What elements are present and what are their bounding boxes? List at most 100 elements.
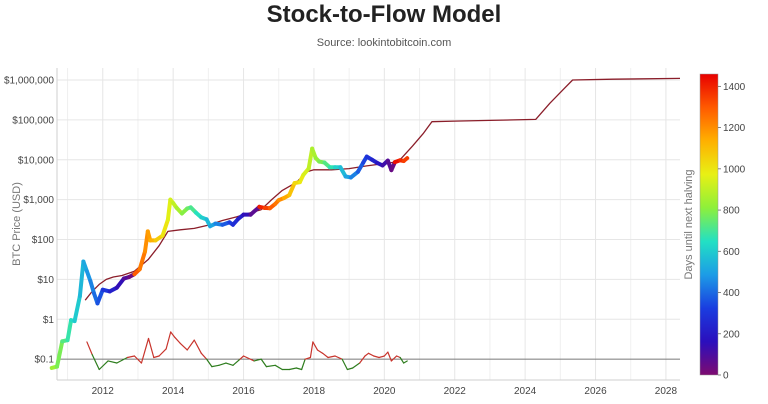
ratio-line-segment xyxy=(153,355,160,359)
ratio-line-segment xyxy=(200,352,208,360)
model-line xyxy=(84,77,681,301)
ratio-line-segment xyxy=(352,362,361,369)
price-line-segment xyxy=(95,287,105,306)
colorbar: 0 200 400 600 800 1000 1200 1400 Days until next… xyxy=(683,73,746,382)
y-tick-label: $1,000 xyxy=(23,195,54,206)
x-tick-label: 2014 xyxy=(162,386,185,397)
colorbar-tick-label: 1200 xyxy=(723,123,746,134)
colorbar-tick-label: 400 xyxy=(723,288,740,299)
colorbar-tick-label: 0 xyxy=(723,371,729,382)
ratio-line-segment xyxy=(98,360,109,371)
x-tick-label: 2026 xyxy=(584,386,607,397)
colorbar-tick-label: 200 xyxy=(723,329,740,340)
y-tick-label: $100,000 xyxy=(12,115,54,126)
ratio-line-segment xyxy=(399,356,405,364)
colorbar-title: Days until next halving xyxy=(683,169,695,279)
ratio-line-segment xyxy=(274,364,283,371)
ratio-line-segment xyxy=(309,341,314,359)
grid xyxy=(57,68,680,380)
ratio-line-segment xyxy=(346,367,354,371)
price-line-segment xyxy=(165,197,173,222)
ratio-line-segment xyxy=(378,355,385,359)
y-tick-label: $10 xyxy=(37,275,54,286)
ratio-line-segment xyxy=(232,358,241,366)
x-tick-label: 2022 xyxy=(444,386,467,397)
ratio-line-segment xyxy=(211,364,220,368)
ratio-line-segment xyxy=(316,349,324,354)
price-line-segment xyxy=(401,156,410,164)
x-tick-label: 2012 xyxy=(92,386,115,397)
ratio-line-segment xyxy=(288,367,297,371)
y-tick-label: $10,000 xyxy=(18,155,55,166)
ratio-line-segment xyxy=(225,362,234,366)
ratio-line-segment xyxy=(341,358,348,371)
ratio-line-segment xyxy=(174,336,181,344)
ratio-line-segment xyxy=(367,352,375,357)
ratio-line-segment xyxy=(373,355,380,359)
ratio-line-segment xyxy=(260,358,268,368)
ratio-line-segment xyxy=(186,339,195,351)
ratio-line-segment xyxy=(301,358,306,371)
ratio-line-segment xyxy=(304,356,312,360)
ratio-line-segment xyxy=(403,360,408,364)
price-line-segment xyxy=(287,181,297,198)
price-line-segment xyxy=(160,217,170,238)
price-line-segment xyxy=(72,294,82,324)
ratio-line-segment xyxy=(170,331,176,339)
price-line-segment xyxy=(65,318,74,343)
price-line-segment xyxy=(88,279,96,296)
ratio-line-segment xyxy=(242,355,255,362)
ratio-line-segment xyxy=(179,342,188,351)
colorbar-tick-label: 800 xyxy=(723,206,740,217)
ratio-line-segment xyxy=(218,362,227,366)
ratio-line-segment xyxy=(133,355,143,364)
x-tick-label: 2020 xyxy=(373,386,396,397)
ratio-line-segment xyxy=(165,331,172,350)
ratio-line-segment xyxy=(86,341,93,356)
x-tick-label: 2028 xyxy=(655,386,678,397)
ratio-line-segment xyxy=(383,351,389,357)
y-tick-label: $100 xyxy=(32,235,55,246)
x-tick-label: 2016 xyxy=(232,386,255,397)
price-line-segment xyxy=(137,249,147,272)
colorbar-tick-label: 1400 xyxy=(723,82,746,93)
chart-subtitle: Source: lookintobitcoin.com xyxy=(316,37,452,49)
ratio-line-segment xyxy=(239,355,245,360)
y-axis-title: BTC Price (USD) xyxy=(11,182,23,266)
ratio-line-segment xyxy=(390,355,398,362)
ratio-line-segment xyxy=(312,341,319,351)
ratio-line-segment xyxy=(147,337,155,359)
plot-area xyxy=(49,77,681,371)
axes: 2012 2014 2016 2018 2020 2022 2024 2026 2028 $0.1… xyxy=(4,68,680,397)
ratio-line-segment xyxy=(327,355,336,359)
x-tick-label: 2024 xyxy=(514,386,537,397)
y-tick-label: $1 xyxy=(43,315,55,326)
ratio-line-segment xyxy=(126,355,136,359)
ratio-line-segment xyxy=(334,355,343,360)
price-line-segment xyxy=(77,259,86,299)
x-tick-label: 2018 xyxy=(303,386,326,397)
ratio-line-segment xyxy=(364,352,370,357)
ratio-line-segment xyxy=(116,356,128,364)
ratio-line-segment xyxy=(295,367,303,371)
ratio-line-segment xyxy=(158,348,167,357)
ratio-line-segment xyxy=(396,355,401,359)
ratio-line-segment xyxy=(387,351,392,362)
ratio-line-segment xyxy=(205,358,213,368)
ratio-line-segment xyxy=(91,354,100,371)
ratio-line-segment xyxy=(253,358,262,362)
colorbar-tick-label: 1000 xyxy=(723,164,746,175)
chart-title: Stock-to-Flow Model xyxy=(266,1,502,28)
ratio-line-segment xyxy=(322,352,329,359)
ratio-line-segment xyxy=(265,364,276,368)
y-tick-label: $1,000,000 xyxy=(4,76,54,87)
ratio-line-segment xyxy=(359,355,366,364)
colorbar-tick-label: 600 xyxy=(723,247,740,258)
ratio-line-segment xyxy=(140,337,150,364)
ratio-line-segment xyxy=(107,360,118,364)
ratio-line-segment xyxy=(193,339,202,354)
colorbar-scale xyxy=(699,73,719,376)
price-line-segment xyxy=(55,339,65,369)
y-tick-label: $0.1 xyxy=(35,355,55,366)
